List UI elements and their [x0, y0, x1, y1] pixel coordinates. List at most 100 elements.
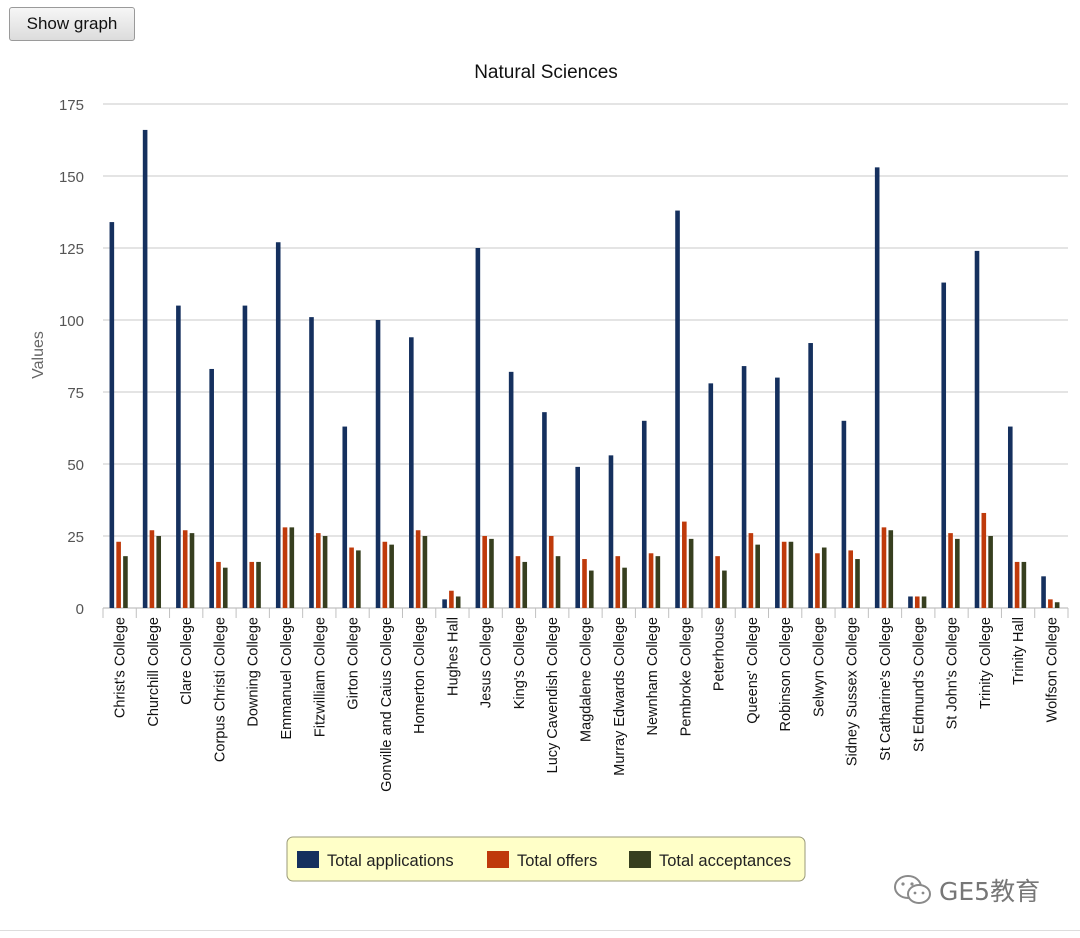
x-tick-label: Trinity Hall — [1011, 617, 1027, 685]
x-tick-label: Peterhouse — [712, 617, 728, 691]
bar-total-acceptances-corpus-christi-college — [222, 567, 228, 608]
bar-total-applications-pembroke-college — [675, 210, 680, 608]
bar-total-acceptances-murray-edwards-college — [622, 567, 627, 608]
x-tick-label: Magdalene College — [579, 617, 595, 742]
bar-total-acceptances-wolfson-college — [1054, 602, 1060, 608]
bar-total-applications-newnham-college — [641, 420, 647, 608]
bar-total-offers-trinity-hall — [1014, 561, 1020, 608]
bar-total-acceptances-king-s-college — [522, 561, 528, 608]
chart-title: Natural Sciences — [474, 62, 618, 83]
x-tick-labels: Christ's College Churchill College Clare C… — [113, 617, 1061, 792]
bar-total-offers-st-edmund-s-college — [914, 596, 920, 608]
legend-label-total-applications: Total applications — [327, 852, 454, 870]
bar-total-applications-trinity-hall — [1007, 426, 1013, 608]
bar-total-applications-trinity-college — [974, 250, 980, 608]
bar-total-acceptances-selwyn-college — [821, 547, 827, 608]
bar-total-offers-corpus-christi-college — [216, 561, 221, 608]
x-tick-label: Churchill College — [146, 617, 162, 727]
bar-total-acceptances-downing-college — [256, 561, 261, 608]
bar-total-applications-st-edmund-s-college — [908, 596, 913, 608]
x-tick-label: St Catharine's College — [878, 617, 894, 761]
bar-total-offers-king-s-college — [515, 556, 521, 608]
x-tick-label: Robinson College — [778, 617, 794, 731]
bar-total-applications-homerton-college — [409, 337, 414, 608]
legend: Total applications Total offers Total acce… — [286, 836, 806, 882]
bar-total-offers-pembroke-college — [682, 521, 687, 608]
x-tick-label: Clare College — [179, 617, 195, 705]
bar-total-offers-sidney-sussex-college — [848, 550, 854, 608]
x-tick-label: Girton College — [346, 617, 362, 710]
bar-total-offers-st-catharine-s-college — [881, 527, 887, 608]
bar-total-acceptances-churchill-college — [156, 536, 162, 608]
legend-label-total-acceptances: Total acceptances — [659, 852, 791, 870]
y-tick-label: 150 — [59, 169, 84, 186]
bar-total-applications-downing-college — [242, 305, 248, 608]
bar-total-offers-lucy-cavendish-college — [548, 536, 554, 608]
x-tick-label: Trinity College — [978, 617, 994, 709]
bar-total-offers-trinity-college — [981, 512, 987, 608]
bar-total-acceptances-robinson-college — [788, 541, 794, 608]
bar-total-acceptances-magdalene-college — [589, 570, 594, 608]
bar-total-acceptances-jesus-college — [489, 538, 494, 608]
bottom-divider — [0, 930, 1080, 931]
legend-swatch-total-acceptances — [629, 851, 651, 868]
bar-total-offers-queens-college — [748, 533, 754, 608]
bar-total-offers-hughes-hall — [449, 590, 454, 608]
bar-total-acceptances-newnham-college — [655, 556, 661, 608]
y-tick-label: 100 — [59, 313, 84, 330]
bar-total-offers-churchill-college — [149, 530, 155, 608]
bar-total-applications-magdalene-college — [575, 466, 580, 608]
bar-total-applications-fitzwilliam-college — [309, 317, 314, 608]
bar-total-applications-corpus-christi-college — [209, 368, 214, 608]
bar-total-applications-lucy-cavendish-college — [542, 412, 547, 608]
y-tick-label: 125 — [59, 241, 84, 258]
bar-total-offers-jesus-college — [482, 536, 487, 608]
y-tick-label: 50 — [67, 457, 84, 474]
bar-total-offers-robinson-college — [781, 541, 787, 608]
x-tick-label: Murray Edwards College — [612, 617, 628, 776]
bar-total-offers-selwyn-college — [815, 553, 820, 608]
bar-total-acceptances-trinity-hall — [1021, 561, 1027, 608]
bar-total-offers-magdalene-college — [582, 559, 587, 608]
bar-total-acceptances-pembroke-college — [688, 538, 694, 608]
wechat-icon — [894, 875, 931, 904]
bar-total-applications-st-john-s-college — [941, 282, 947, 608]
x-tick-label: Christ's College — [113, 617, 129, 718]
bar-total-applications-girton-college — [342, 426, 348, 608]
show-graph-button[interactable]: Show graph — [9, 7, 135, 41]
bar-total-applications-christ-s-college — [109, 222, 115, 608]
x-tick-label: Hughes Hall — [445, 617, 461, 696]
x-tick-label: Emmanuel College — [279, 617, 295, 740]
bar-total-acceptances-st-catharine-s-college — [888, 530, 894, 608]
bar-total-acceptances-clare-college — [189, 533, 195, 608]
legend-swatch-total-offers — [487, 851, 509, 868]
bar-total-applications-sidney-sussex-college — [841, 420, 847, 608]
x-tick-label: Corpus Christi College — [212, 617, 228, 762]
bar-total-acceptances-gonville-and-caius-college — [389, 544, 394, 608]
watermark-text: GE5教育 — [939, 877, 1041, 906]
bar-total-applications-st-catharine-s-college — [874, 167, 880, 609]
bar-total-acceptances-peterhouse — [722, 570, 727, 608]
x-tick-label: Wolfson College — [1044, 617, 1060, 722]
bar-total-offers-murray-edwards-college — [615, 556, 621, 608]
legend-box — [286, 836, 806, 882]
bar-total-offers-girton-college — [349, 547, 354, 608]
bar-total-offers-fitzwilliam-college — [315, 533, 321, 608]
y-tick-label: 25 — [67, 529, 84, 546]
bar-total-applications-murray-edwards-college — [608, 455, 614, 608]
y-tick-labels: 0 25 50 75 100 125 150 175 — [59, 97, 84, 618]
y-axis-label: Values — [30, 331, 47, 379]
bar-total-offers-homerton-college — [415, 530, 421, 608]
x-tick-label: Fitzwilliam College — [312, 617, 328, 737]
bar-total-applications-hughes-hall — [442, 599, 447, 608]
bars — [109, 129, 1060, 609]
bar-total-applications-peterhouse — [708, 383, 714, 608]
bar-total-applications-jesus-college — [475, 248, 481, 608]
bar-total-acceptances-trinity-college — [988, 536, 993, 608]
bar-total-offers-gonville-and-caius-college — [382, 541, 388, 608]
bar-total-applications-wolfson-college — [1041, 576, 1046, 608]
bar-total-offers-christ-s-college — [116, 541, 121, 608]
x-tick-label: St John's College — [945, 617, 961, 729]
bar-total-acceptances-sidney-sussex-college — [855, 559, 860, 608]
bar-total-offers-peterhouse — [715, 556, 720, 608]
